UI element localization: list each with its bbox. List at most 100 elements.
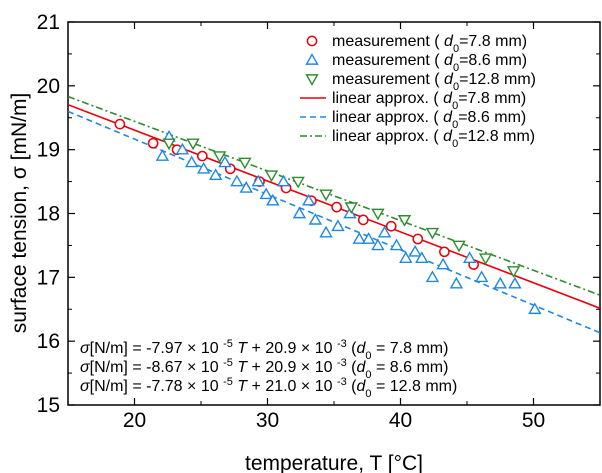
data-point-series-3 bbox=[162, 138, 176, 151]
legend-label-rest: =8.6 mm) bbox=[459, 52, 527, 69]
data-point-series-2 bbox=[436, 257, 450, 270]
data-point-series-2 bbox=[155, 149, 170, 161]
data-point-series-1 bbox=[412, 233, 424, 245]
legend-label-rest: =7.8 mm) bbox=[458, 90, 526, 107]
data-point-series-3 bbox=[212, 151, 227, 163]
legend-d-symbol: d bbox=[443, 128, 453, 145]
data-point-series-2 bbox=[251, 174, 265, 187]
legend-d-subscript: 0 bbox=[452, 138, 458, 150]
eq-part: ( bbox=[347, 340, 357, 357]
data-point-series-2 bbox=[474, 270, 489, 283]
eq-d-sub: 0 bbox=[365, 369, 371, 381]
eq-sigma: σ bbox=[80, 378, 91, 395]
data-point-series-1 bbox=[331, 201, 343, 213]
y-tick-label: 19 bbox=[37, 139, 60, 162]
eq-part: ( bbox=[347, 378, 357, 395]
legend-d-subscript: 0 bbox=[453, 43, 459, 55]
data-point-series-1 bbox=[439, 246, 450, 258]
eq-exp: -5 bbox=[223, 338, 233, 350]
data-point-series-2 bbox=[208, 168, 223, 181]
legend-label-4: linear approx. ( d0=7.8 mm) bbox=[332, 90, 526, 112]
data-point-series-3 bbox=[452, 240, 466, 253]
data-point-series-3 bbox=[344, 202, 358, 215]
data-point-series-2 bbox=[508, 276, 522, 289]
legend-label-6: linear approx. ( d0=12.8 mm) bbox=[332, 128, 535, 150]
fit-line-3 bbox=[68, 95, 600, 296]
eq-d: d bbox=[357, 378, 367, 395]
legend-label-3: measurement ( d0=12.8 mm) bbox=[332, 71, 536, 93]
eq-part: = 8.6 mm) bbox=[372, 359, 449, 376]
data-point-series-1 bbox=[357, 214, 369, 226]
data-point-series-2 bbox=[230, 174, 244, 187]
legend-label-rest: =7.8 mm) bbox=[459, 33, 527, 50]
data-point-series-2 bbox=[462, 251, 477, 264]
data-point-series-3 bbox=[371, 208, 385, 221]
data-point-series-2 bbox=[196, 161, 211, 174]
data-point-series-3 bbox=[319, 189, 333, 202]
data-point-series-2 bbox=[493, 276, 507, 289]
data-point-series-2 bbox=[352, 232, 366, 244]
data-point-series-3 bbox=[478, 253, 493, 266]
eq-part: + 21.0 × 10 bbox=[247, 378, 337, 395]
data-point-series-3 bbox=[186, 138, 200, 151]
eq-exp: -3 bbox=[337, 376, 347, 388]
data-point-series-2 bbox=[276, 174, 291, 187]
data-point-series-2 bbox=[308, 212, 323, 225]
fit-line-2 bbox=[68, 110, 600, 334]
eq-exp: -3 bbox=[337, 338, 347, 350]
data-point-series-2 bbox=[319, 225, 333, 238]
eq-T: T bbox=[237, 359, 248, 376]
y-tick-label: 16 bbox=[37, 330, 60, 353]
eq-d: d bbox=[357, 359, 367, 376]
data-point-series-2 bbox=[389, 238, 404, 251]
data-point-series-2 bbox=[528, 302, 542, 315]
eq-T: T bbox=[237, 340, 248, 357]
eq-part: = 12.8 mm) bbox=[372, 378, 458, 395]
legend-symbol-3 bbox=[305, 74, 319, 86]
x-tick-label: 20 bbox=[123, 409, 146, 432]
data-point-series-2 bbox=[331, 219, 345, 232]
y-tick-label: 17 bbox=[37, 266, 60, 289]
equation-2: σ[N/m] = -8.67 × 10 -5 T + 20.9 × 10 -3 … bbox=[80, 357, 448, 381]
data-point-series-1 bbox=[196, 150, 208, 162]
data-point-series-2 bbox=[184, 155, 199, 168]
legend-d-subscript: 0 bbox=[452, 100, 458, 112]
eq-sigma: σ bbox=[80, 359, 91, 376]
legend-label-rest: =12.8 mm) bbox=[459, 71, 536, 88]
legend-d-symbol: d bbox=[444, 33, 454, 50]
data-point-series-3 bbox=[291, 176, 305, 189]
data-point-series-2 bbox=[377, 225, 392, 238]
eq-exp: -5 bbox=[223, 357, 233, 369]
data-point-series-2 bbox=[259, 187, 273, 200]
data-point-series-3 bbox=[425, 227, 440, 240]
data-point-series-3 bbox=[238, 157, 252, 170]
legend-d-symbol: d bbox=[444, 71, 454, 88]
x-tick-label: 50 bbox=[522, 409, 545, 432]
eq-exp: -3 bbox=[337, 357, 347, 369]
data-point-series-2 bbox=[175, 142, 190, 155]
legend-symbol-1 bbox=[306, 35, 318, 47]
y-tick-label: 20 bbox=[37, 75, 60, 98]
data-point-series-2 bbox=[449, 276, 464, 289]
data-point-series-1 bbox=[385, 220, 397, 232]
eq-part: [N/m] = -7.97 × 10 bbox=[90, 340, 223, 357]
data-point-series-2 bbox=[292, 206, 307, 219]
data-point-series-3 bbox=[397, 215, 412, 227]
data-point-series-2 bbox=[408, 244, 422, 257]
eq-d-sub: 0 bbox=[365, 388, 371, 400]
eq-sigma: σ bbox=[80, 340, 91, 357]
equation-1: σ[N/m] = -7.97 × 10 -5 T + 20.9 × 10 -3 … bbox=[80, 338, 448, 362]
data-point-series-2 bbox=[239, 181, 253, 193]
data-point-series-3 bbox=[264, 170, 279, 183]
legend-d-subscript: 0 bbox=[453, 62, 459, 74]
eq-part: ( bbox=[347, 359, 357, 376]
legend-d-symbol: d bbox=[443, 109, 453, 126]
y-axis-title: surface tension, σ [mN/m] bbox=[8, 93, 31, 334]
eq-part: [N/m] = -8.67 × 10 bbox=[90, 359, 223, 376]
eq-part: [N/m] = -7.78 × 10 bbox=[90, 378, 223, 395]
legend-label-1: measurement ( d0=7.8 mm) bbox=[332, 33, 527, 55]
eq-d-sub: 0 bbox=[365, 350, 371, 362]
data-point-series-2 bbox=[218, 155, 232, 168]
eq-part: = 7.8 mm) bbox=[372, 340, 449, 357]
